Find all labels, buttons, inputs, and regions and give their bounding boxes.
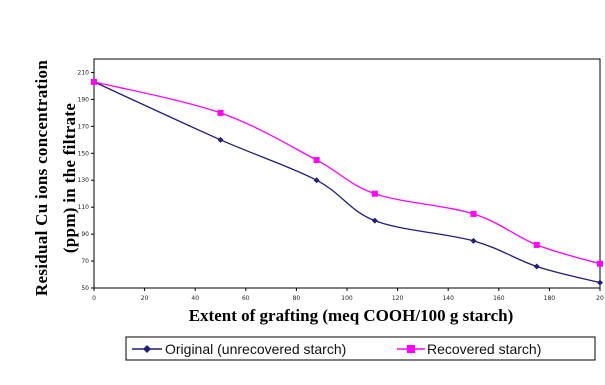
data-point xyxy=(371,190,378,197)
x-tick-label: 180 xyxy=(544,295,556,302)
series-layer xyxy=(91,78,603,286)
x-tick-label: 20 xyxy=(596,295,604,302)
y-tick-label: 50 xyxy=(81,285,89,292)
data-point xyxy=(533,263,540,270)
x-tick-label: 40 xyxy=(191,295,199,302)
x-tick-label: 160 xyxy=(493,295,505,302)
y-axis-title-line2: (ppm) in the filtrate xyxy=(60,103,79,253)
legend-marker-recovered xyxy=(407,345,415,353)
legend: Original (unrecovered starch) Recovered … xyxy=(125,336,596,361)
x-tick-label: 120 xyxy=(392,295,404,302)
data-point xyxy=(217,109,224,116)
data-point xyxy=(470,237,477,244)
x-tick-label: 60 xyxy=(242,295,250,302)
legend-label-recovered: Recovered starch) xyxy=(427,341,541,357)
x-axis-title: Extent of grafting (meq COOH/100 g starc… xyxy=(189,306,514,325)
y-tick-label: 70 xyxy=(81,258,89,265)
y-tick-label: 190 xyxy=(78,96,90,103)
y-tick-label: 210 xyxy=(78,69,90,76)
legend-item-recovered: Recovered starch) xyxy=(397,341,541,357)
data-point xyxy=(217,136,224,143)
y-tick-label: 130 xyxy=(78,177,90,184)
axis-ticks: 50 70 90 110 130 150 170 190 210 0 20 40 60 80 100 120 1… xyxy=(78,69,604,302)
legend-marker-original xyxy=(143,345,151,353)
x-tick-label: 80 xyxy=(293,295,301,302)
series-1 xyxy=(91,78,603,267)
y-tick-label: 170 xyxy=(78,123,90,130)
x-tick-label: 0 xyxy=(92,295,96,302)
data-point xyxy=(313,157,320,164)
x-tick-label: 140 xyxy=(442,295,454,302)
x-tick-label: 20 xyxy=(141,295,149,302)
data-point xyxy=(313,177,320,184)
y-tick-label: 110 xyxy=(78,204,90,211)
data-point xyxy=(91,78,97,85)
legend-box xyxy=(125,336,596,361)
data-point xyxy=(371,217,378,224)
y-tick-label: 90 xyxy=(81,231,89,238)
data-point xyxy=(597,279,603,286)
data-point xyxy=(470,210,477,217)
y-axis-title: Residual Cu ions concentration (ppm) in … xyxy=(32,60,79,296)
data-point xyxy=(533,241,540,248)
legend-item-original: Original (unrecovered starch) xyxy=(132,341,346,357)
data-point xyxy=(597,260,603,267)
legend-label-original: Original (unrecovered starch) xyxy=(165,341,346,357)
y-axis-title-line1: Residual Cu ions concentration xyxy=(32,60,51,296)
plot-area xyxy=(93,58,601,289)
x-tick-label: 100 xyxy=(341,295,353,302)
y-tick-label: 150 xyxy=(78,150,90,157)
